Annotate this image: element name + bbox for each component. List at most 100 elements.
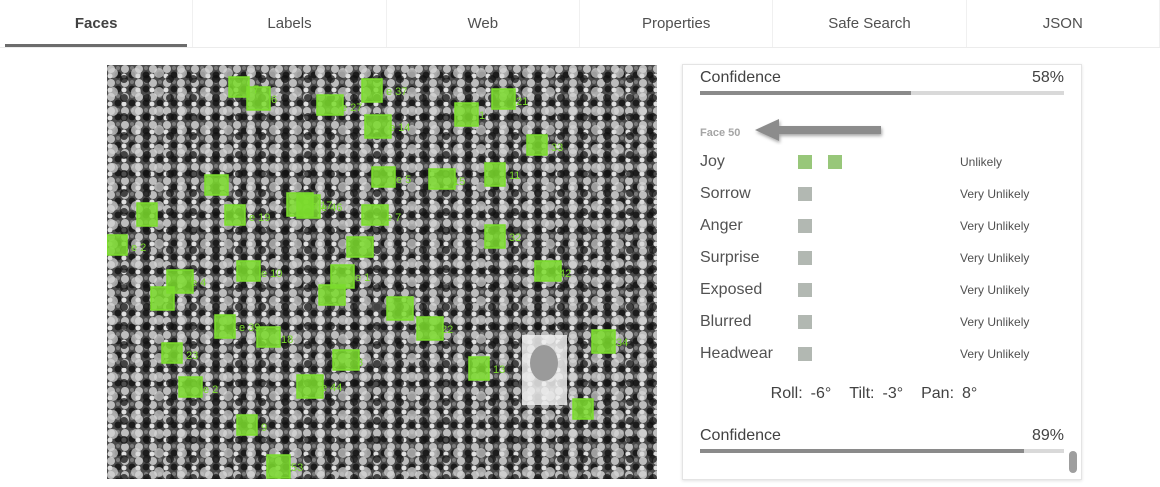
face-box[interactable]	[484, 162, 506, 187]
tab-web[interactable]: Web	[387, 0, 580, 47]
face-box-label: 15	[453, 176, 465, 188]
tab-faces[interactable]: Faces	[0, 0, 194, 47]
face-box[interactable]	[214, 314, 236, 339]
attr-value: Unlikely	[960, 155, 1003, 169]
likelihood-box	[798, 251, 812, 265]
face-box[interactable]	[484, 224, 506, 249]
face-box[interactable]	[364, 114, 392, 139]
face-box-label: e 37	[386, 86, 407, 98]
face-box[interactable]	[296, 374, 324, 399]
face-box[interactable]	[266, 454, 291, 479]
face-box[interactable]	[591, 329, 616, 354]
face-box[interactable]	[468, 356, 490, 381]
face-box[interactable]	[150, 286, 175, 311]
face-box-label: e 5	[396, 174, 411, 186]
bottom-confidence-bar	[700, 449, 1064, 453]
top-confidence-row: Confidence 58%	[700, 69, 1064, 87]
face-box-label: 42	[559, 268, 571, 280]
face-box-label: 13	[493, 364, 505, 376]
attr-name: Sorrow	[700, 185, 751, 202]
roll-angle: Roll: -6°	[771, 385, 832, 403]
tab-bar: Faces Labels Web Properties Safe Search …	[0, 0, 1160, 48]
roll-label: Roll:	[770, 385, 803, 402]
face-box[interactable]	[371, 166, 396, 188]
face-box[interactable]	[361, 204, 389, 226]
face-box[interactable]	[491, 88, 516, 110]
pan-value: 8°	[962, 385, 978, 402]
tab-properties[interactable]: Properties	[580, 0, 774, 47]
face-box[interactable]	[136, 202, 158, 227]
face-box[interactable]	[346, 236, 374, 258]
tab-json[interactable]: JSON	[967, 0, 1160, 47]
face-box[interactable]	[178, 376, 203, 398]
attr-value: Very Unlikely	[960, 219, 1030, 233]
face-box[interactable]	[296, 194, 321, 219]
pan-label: Pan:	[921, 385, 955, 402]
face-box[interactable]	[256, 326, 281, 348]
face-box-label: 1	[479, 110, 485, 122]
face-box[interactable]	[454, 102, 479, 127]
tab-safe-search[interactable]: Safe Search	[773, 0, 967, 47]
likelihood-boxes	[798, 155, 960, 169]
attr-row-blurred: Blurred Very Unlikely	[700, 311, 1064, 333]
likelihood-box	[798, 155, 812, 169]
face-box-label: e 39	[239, 322, 260, 334]
face-box[interactable]	[332, 349, 360, 371]
confidence-value: 58%	[1031, 69, 1064, 86]
face-angles: Roll: -6° Tilt: -3° Pan: 8°	[683, 385, 1081, 403]
face-box[interactable]	[161, 342, 183, 364]
top-confidence-fill	[700, 91, 912, 95]
attr-row-headwear: Headwear Very Unlikely	[700, 343, 1064, 365]
likelihood-boxes	[798, 347, 960, 361]
face-box[interactable]	[534, 260, 562, 282]
likelihood-box	[828, 155, 842, 169]
face-box[interactable]	[416, 316, 444, 341]
bottom-confidence-row: Confidence 89%	[700, 427, 1064, 445]
attr-name: Surprise	[700, 249, 760, 266]
face-title: Face 50	[700, 127, 741, 139]
top-confidence-bar	[700, 91, 1064, 95]
face-box-label: e 19	[249, 212, 270, 224]
face-box[interactable]	[246, 86, 271, 111]
face-box[interactable]	[572, 398, 594, 420]
tab-labels[interactable]: Labels	[193, 0, 387, 47]
face-box[interactable]	[361, 78, 383, 103]
likelihood-boxes	[798, 187, 960, 201]
face-box-label: 34	[616, 337, 628, 349]
face-box-label: 21	[516, 96, 528, 108]
face-box[interactable]	[526, 134, 548, 156]
face-box[interactable]	[236, 414, 258, 436]
attr-name: Exposed	[700, 281, 763, 298]
attr-name: Blurred	[700, 313, 752, 330]
face-box-label: 3	[357, 357, 363, 369]
likelihood-box	[798, 315, 812, 329]
face-box[interactable]	[228, 76, 250, 98]
pan-angle: Pan: 8°	[921, 385, 977, 403]
face-box-label: 9	[261, 422, 267, 434]
attr-value: Very Unlikely	[960, 251, 1030, 265]
face-box[interactable]	[204, 174, 229, 196]
likelihood-box	[798, 283, 812, 297]
face-box[interactable]	[318, 284, 346, 306]
attr-row-surprise: Surprise Very Unlikely	[700, 247, 1064, 269]
attr-name: Headwear	[700, 345, 773, 362]
bottom-confidence-fill	[700, 449, 1024, 453]
face-box-label: 18	[281, 334, 293, 346]
tilt-value: -3°	[882, 385, 904, 402]
face-box-label: e 1	[355, 272, 370, 284]
attr-name: Joy	[700, 153, 725, 170]
confidence-label: Confidence	[700, 427, 781, 444]
face-box[interactable]	[316, 94, 344, 116]
panel-scrollbar[interactable]	[1069, 451, 1077, 473]
face-box[interactable]	[236, 260, 261, 282]
face-details-panel[interactable]: Confidence 58% Face 50 Joy Unlikely Sorr…	[682, 64, 1082, 480]
face-box[interactable]	[107, 234, 128, 256]
face-box[interactable]	[428, 168, 456, 190]
face-box-label: 32	[509, 232, 521, 244]
face-box[interactable]	[386, 296, 414, 321]
likelihood-box	[798, 347, 812, 361]
face-box-label: 33	[551, 142, 563, 154]
face-box[interactable]	[224, 204, 246, 226]
